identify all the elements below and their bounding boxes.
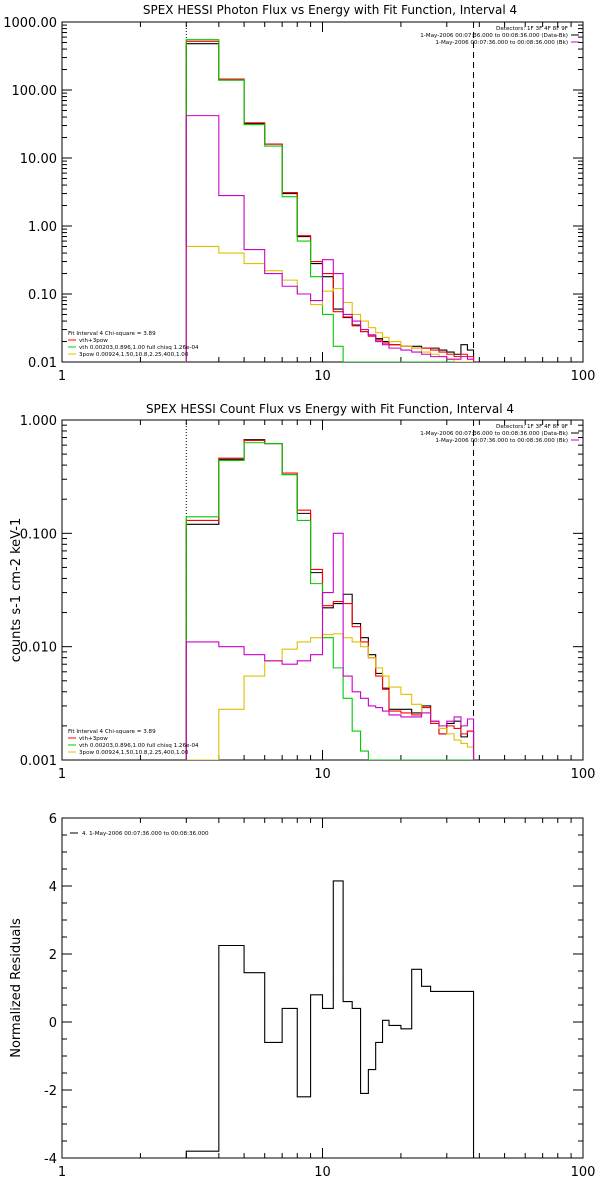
legend-entry: Detectors: 1F 3F 4F 8F 9F (496, 26, 568, 32)
y-tick-label: 4 (49, 880, 57, 895)
plot-frame (61, 817, 584, 1159)
series-line-2 (185, 442, 474, 760)
x-tick-label: 100 (571, 369, 596, 384)
photon-flux-title: SPEX HESSI Photon Flux vs Energy with Fi… (143, 3, 517, 17)
count-flux-panel: SPEX HESSI Count Flux vs Energy with Fit… (9, 402, 595, 782)
photon-flux-panel: SPEX HESSI Photon Flux vs Energy with Fi… (3, 3, 595, 384)
legend-entry: Fit Interval 4 Chi-square = 3.89 (68, 729, 156, 735)
residuals-panel: 1 10 100 -4 -2 0 2 4 6 Normalized Residuals 4. 1-M… (9, 812, 595, 1180)
traces (185, 880, 475, 1158)
legend-entry: 3pow 0.00924,1.50,10.8,2.25,400,1.00 (79, 352, 189, 358)
y-tick-label: 10.00 (20, 152, 57, 167)
y-tick-label: 1.00 (28, 220, 57, 235)
count-flux-title: SPEX HESSI Count Flux vs Energy with Fit… (146, 402, 514, 416)
series-line-2 (185, 39, 474, 362)
series-line-1 (185, 40, 475, 362)
x-tick-label: 1 (58, 767, 66, 782)
legend-entry: vth 0.00203,0.896,1.00 full chisq 1.26e-… (79, 345, 199, 351)
y-tick-label: 6 (49, 812, 57, 827)
legend-entry: vth 0.00203,0.896,1.00 full chisq 1.26e-… (79, 743, 199, 749)
series-line-3 (186, 633, 475, 760)
series-line-4 (185, 532, 475, 760)
traces (185, 39, 475, 362)
y-tick-label: 100.00 (12, 84, 58, 99)
y-tick-label: 0.10 (28, 288, 57, 303)
series-line-0 (185, 880, 475, 1158)
series-line-3 (185, 245, 474, 362)
x-tick-label: 100 (571, 767, 596, 782)
y-tick-label: 0.001 (20, 754, 57, 769)
x-tick-label: 10 (314, 1165, 331, 1180)
legend-entry: 1-May-2006 00:07:36.000 to 00:08:36.000 … (420, 33, 568, 39)
y-axis-label: Normalized Residuals (9, 918, 24, 1058)
y-tick-label: 1000.00 (3, 16, 57, 31)
x-tick-label: 1 (58, 1165, 66, 1180)
y-axis-label: counts s-1 cm-2 keV-1 (9, 518, 24, 663)
legend-entry: 1-May-2006 00:07:36.000 to 00:08:36.000 … (435, 40, 568, 46)
y-tick-label: 2 (49, 948, 57, 963)
x-tick-label: 10 (314, 369, 331, 384)
legend-entry: Detectors: 1F 3F 4F 8F 9F (496, 424, 568, 430)
legend-entry: 1-May-2006 00:07:36.000 to 00:08:36.000 … (435, 438, 568, 444)
traces (185, 439, 475, 760)
photon-flux-plot-area: 1 10 100 0.01 0.10 1.00 10.00 100.00 1000.00 Dete… (3, 16, 595, 384)
y-tick-label: 0.100 (20, 527, 57, 542)
legend-entry: 3pow 0.00924,1.50,10.8,2.25,400,1.00 (79, 750, 189, 756)
y-tick-label: -4 (44, 1152, 57, 1167)
legend-entry: 1-May-2006 00:07:36.000 to 00:08:36.000 … (420, 431, 568, 437)
residuals-plot-area: 1 10 100 -4 -2 0 2 4 6 Normalized Residuals 4. 1-M… (9, 812, 595, 1180)
y-tick-label: 1.000 (20, 414, 57, 429)
series-line-1 (185, 439, 475, 760)
legend-entry: 4. 1-May-2006 00:07:36.000 to 00:08:36.0… (82, 831, 209, 837)
legend-entry: vth+3pow (79, 736, 108, 742)
y-tick-label: 0 (49, 1016, 57, 1031)
x-tick-label: 1 (58, 369, 66, 384)
y-tick-label: -2 (44, 1084, 57, 1099)
y-tick-label: 0.010 (20, 641, 57, 656)
legend-entry: Fit Interval 4 Chi-square = 3.89 (68, 331, 156, 337)
x-tick-label: 10 (314, 767, 331, 782)
y-tick-label: 0.01 (28, 356, 57, 371)
x-tick-label: 100 (571, 1165, 596, 1180)
legend-entry: vth+3pow (79, 338, 108, 344)
series-line-4 (185, 115, 475, 362)
count-flux-plot-area: 1 10 100 0.001 0.010 0.100 1.000 counts s-1 cm-… (9, 414, 595, 782)
